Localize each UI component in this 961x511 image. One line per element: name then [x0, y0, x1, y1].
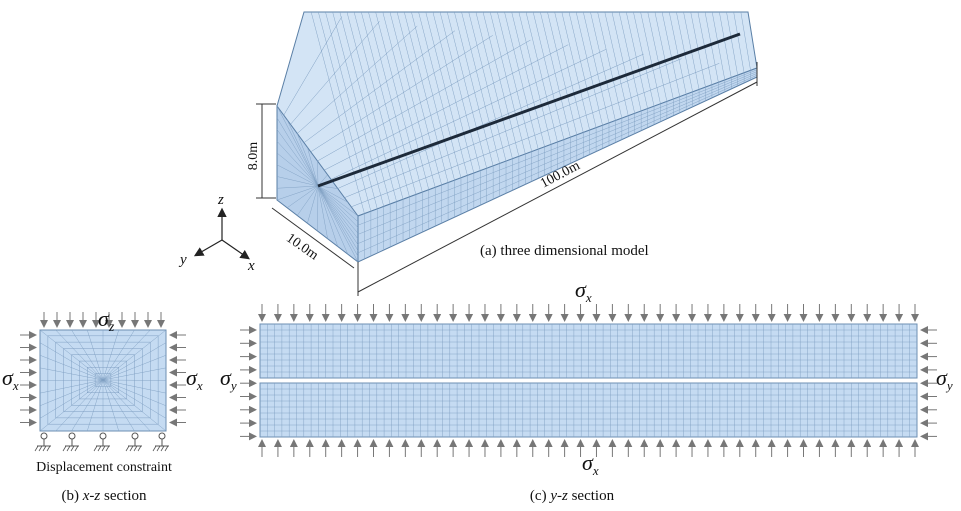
xz-section-mesh: [39, 329, 167, 432]
height-label: 8.0m: [246, 142, 261, 171]
displacement-supports: [34, 432, 169, 452]
axis-triad: z x y: [178, 192, 255, 274]
xz-section-arrows: [20, 312, 186, 427]
yz-left-stress: σy: [220, 365, 237, 393]
yz-bottom-stress: σx: [582, 450, 599, 478]
three-dimensional-model: 8.0m 10.0m 100.0m z x y (a) three dimens…: [178, 11, 758, 296]
yz-section-arrows: [240, 304, 937, 457]
axis-y-label: y: [178, 252, 187, 268]
yz-right-stress: σy: [936, 365, 953, 393]
yz-top-stress: σx: [575, 277, 592, 305]
yz-section: σx σx σy σy (c) y-z section: [220, 277, 953, 504]
xz-right-stress: σx: [186, 365, 203, 393]
dim-height: 8.0m: [246, 103, 276, 199]
xz-section: σz σx σx Displacement constraint (b) x-z…: [2, 306, 203, 504]
yz-section-mesh: [260, 324, 917, 437]
xz-left-stress: σx: [2, 365, 19, 393]
caption-xz-section: (b) x-z section: [62, 488, 147, 504]
xz-top-stress: σz: [98, 306, 115, 335]
axis-z-label: z: [217, 192, 224, 208]
constraint-label: Displacement constraint: [36, 460, 172, 475]
crack-line: [317, 32, 741, 188]
width-label: 10.0m: [283, 231, 321, 264]
caption-3d-model: (a) three dimensional model: [480, 243, 649, 259]
axis-x-label: x: [247, 258, 255, 274]
caption-yz-section: (c) y-z section: [530, 488, 615, 504]
model-mesh-lines: [276, 11, 758, 263]
